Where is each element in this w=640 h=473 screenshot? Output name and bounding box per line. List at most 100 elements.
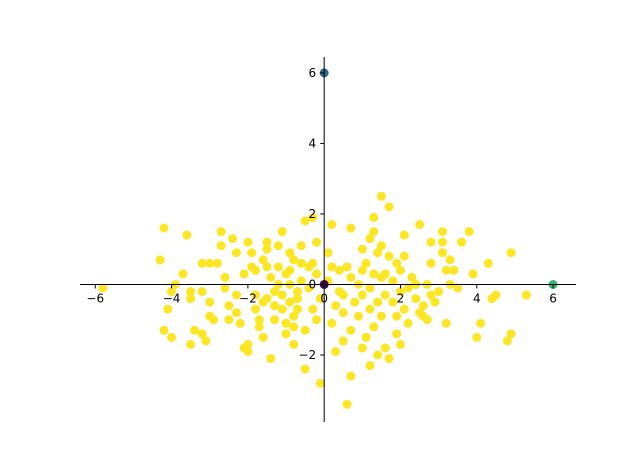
scatter-point — [308, 304, 318, 314]
scatter-point — [365, 283, 375, 293]
scatter-point — [380, 269, 390, 279]
scatter-point — [350, 297, 360, 307]
scatter-point — [312, 315, 322, 325]
scatter-point — [327, 220, 337, 230]
scatter-point — [224, 301, 234, 311]
scatter-point — [315, 378, 325, 388]
scatter-point — [258, 255, 268, 265]
scatter-point — [357, 244, 367, 254]
scatter-point — [254, 322, 264, 332]
scatter-point — [327, 262, 337, 272]
scatter-point — [266, 354, 276, 364]
scatter-point — [224, 315, 234, 325]
scatter-point — [373, 350, 383, 360]
scatter-point — [392, 311, 402, 321]
scatter-point — [357, 290, 367, 300]
scatter-point — [289, 339, 299, 349]
x-tick-label: 6 — [549, 291, 557, 305]
scatter-point — [338, 290, 348, 300]
scatter-point — [491, 290, 501, 300]
y-tick-label: 2 — [309, 207, 317, 221]
scatter-point — [228, 234, 238, 244]
scatter-point — [243, 346, 253, 356]
scatter-point — [205, 258, 215, 268]
scatter-point — [354, 311, 364, 321]
scatter-point — [369, 227, 379, 237]
scatter-point — [209, 315, 219, 325]
scatter-point — [384, 251, 394, 261]
scatter-point — [338, 336, 348, 346]
scatter-point — [380, 343, 390, 353]
scatter-point — [159, 223, 169, 233]
scatter-point — [407, 272, 417, 282]
scatter-point — [365, 304, 375, 314]
scatter-point — [186, 294, 196, 304]
points-layer — [98, 68, 558, 409]
scatter-point — [403, 318, 413, 328]
scatter-point — [197, 329, 207, 339]
x-tick-label: −6 — [86, 291, 104, 305]
scatter-point — [392, 329, 402, 339]
scatter-point — [273, 241, 283, 251]
scatter-point — [334, 265, 344, 275]
scatter-point — [361, 332, 371, 342]
scatter-point — [521, 290, 531, 300]
scatter-point — [296, 276, 306, 286]
scatter-point — [281, 318, 291, 328]
scatter-point — [384, 354, 394, 364]
scatter-point — [167, 332, 177, 342]
scatter-point — [346, 325, 356, 335]
scatter-point — [403, 283, 413, 293]
scatter-point — [502, 336, 512, 346]
scatter-point — [292, 294, 302, 304]
scatter-point — [285, 297, 295, 307]
scatter-point — [163, 304, 173, 314]
scatter-point — [289, 311, 299, 321]
scatter-point — [430, 297, 440, 307]
scatter-point — [231, 290, 241, 300]
scatter-point — [457, 237, 467, 247]
x-tick-label: −2 — [239, 291, 257, 305]
scatter-point — [392, 258, 402, 268]
scatter-point — [384, 202, 394, 212]
scatter-point — [189, 325, 199, 335]
scatter-point — [441, 318, 451, 328]
scatter-point — [346, 371, 356, 381]
scatter-point — [258, 332, 268, 342]
scatter-point — [292, 304, 302, 314]
scatter-point — [399, 230, 409, 240]
scatter-point — [247, 248, 257, 258]
scatter-point — [308, 258, 318, 268]
y-tick-label: −2 — [298, 348, 316, 362]
scatter-point — [167, 287, 177, 297]
scatter-point — [411, 294, 421, 304]
scatter-point — [262, 262, 272, 272]
scatter-point — [472, 332, 482, 342]
y-tick-label: 6 — [309, 66, 317, 80]
scatter-point — [346, 272, 356, 282]
scatter-point — [296, 258, 306, 268]
scatter-point — [262, 244, 272, 254]
scatter-point — [270, 301, 280, 311]
scatter-point — [395, 265, 405, 275]
scatter-point — [399, 251, 409, 261]
scatter-point — [399, 304, 409, 314]
scatter-point — [483, 258, 493, 268]
ticks-layer: −6 −4 −2 0 2 4 6 −2 0 2 4 6 — [86, 66, 557, 362]
scatter-point — [312, 237, 322, 247]
scatter-point — [281, 329, 291, 339]
scatter-point — [426, 290, 436, 300]
scatter-point — [357, 265, 367, 275]
scatter-point — [437, 237, 447, 247]
scatter-point — [415, 220, 425, 230]
scatter-point — [437, 248, 447, 258]
scatter-point — [273, 262, 283, 272]
scatter-point — [376, 311, 386, 321]
scatter-point — [357, 343, 367, 353]
scatter-point — [289, 322, 299, 332]
scatter-point — [220, 272, 230, 282]
scatter-point — [418, 301, 428, 311]
scatter-point — [235, 318, 245, 328]
scatter-point — [216, 241, 226, 251]
scatter-point — [388, 276, 398, 286]
